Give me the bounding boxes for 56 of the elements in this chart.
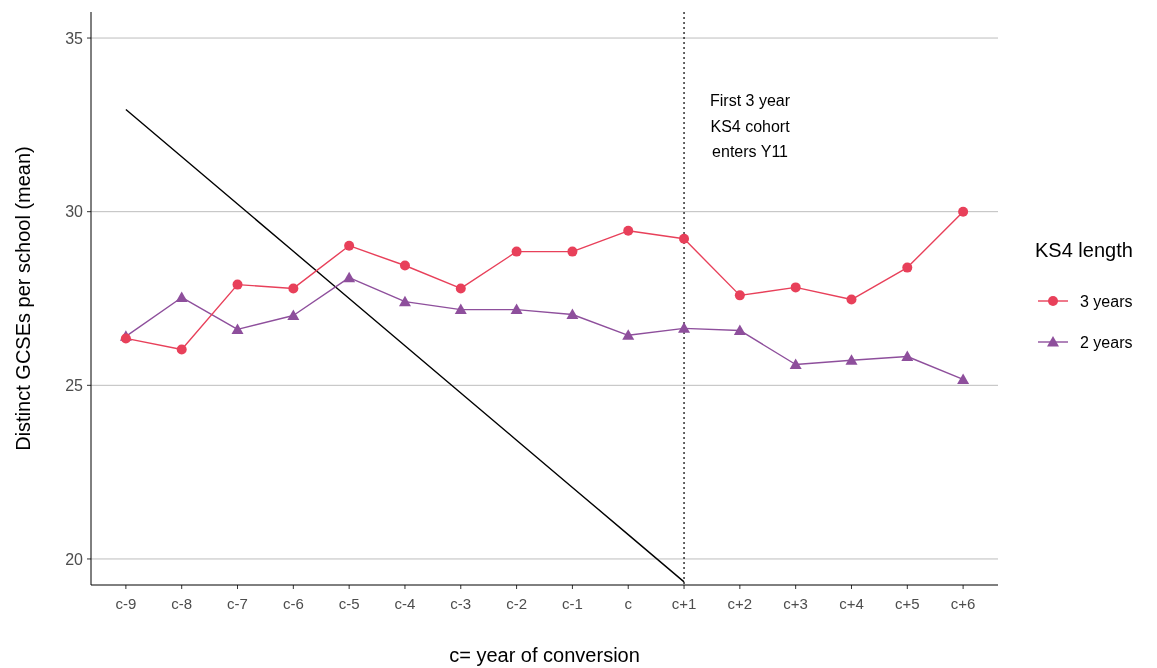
point [623,225,634,236]
x-tick-label: c-1 [561,595,583,612]
x-tick-label: c-7 [227,595,248,612]
x-tick-label: c+4 [839,595,864,612]
x-tick-label: c-4 [394,595,416,612]
x-tick-label: c+1 [671,595,697,612]
y-tick-label: 35 [65,29,84,47]
point [733,324,746,335]
point [957,373,970,384]
x-tick-label: c-5 [338,595,360,612]
x-tick-label: c [624,595,633,612]
point [399,260,410,271]
point [288,283,299,294]
point [454,303,467,315]
point [232,279,243,290]
point [734,290,745,301]
point [678,322,691,333]
point [958,206,969,217]
point [679,233,690,244]
x-tick-label: c-8 [171,595,193,612]
x-axis-title: c= year of conversion [449,644,640,666]
point [455,283,466,294]
x-tick-label: c-6 [282,595,304,612]
point [398,295,411,307]
point [789,358,802,369]
point [344,240,355,251]
y-tick-label: 25 [65,376,84,394]
point [846,294,857,305]
x-tick-label: c+5 [895,595,920,612]
point [231,323,244,334]
x-tick-label: c-3 [450,595,472,612]
point [845,354,858,365]
point [902,262,913,273]
legend-title: KS4 length [1035,239,1133,261]
x-tick-label: c-9 [115,595,137,612]
y-tick-label: 20 [65,550,84,568]
x-tick-label: c+3 [783,595,808,612]
point [566,308,579,319]
point [287,309,300,321]
legend-label: 2 years [1080,333,1133,351]
point [176,344,187,355]
y-tick-label: 30 [65,203,84,221]
x-tick-label: c-2 [506,595,528,612]
point [790,282,801,293]
x-tick-label: c+6 [950,595,976,612]
ref-line-label: First 3 year KS4 cohort enters Y11 [710,92,791,160]
point [511,246,522,257]
point [901,350,914,361]
point [175,291,188,302]
point [567,246,578,257]
y-axis-title: Distinct GCSEs per school (mean) [12,146,34,451]
point [622,329,635,340]
legend-label: 3 years [1080,292,1133,310]
point [343,271,356,283]
point [510,303,523,315]
x-tick-label: c+2 [727,595,753,612]
